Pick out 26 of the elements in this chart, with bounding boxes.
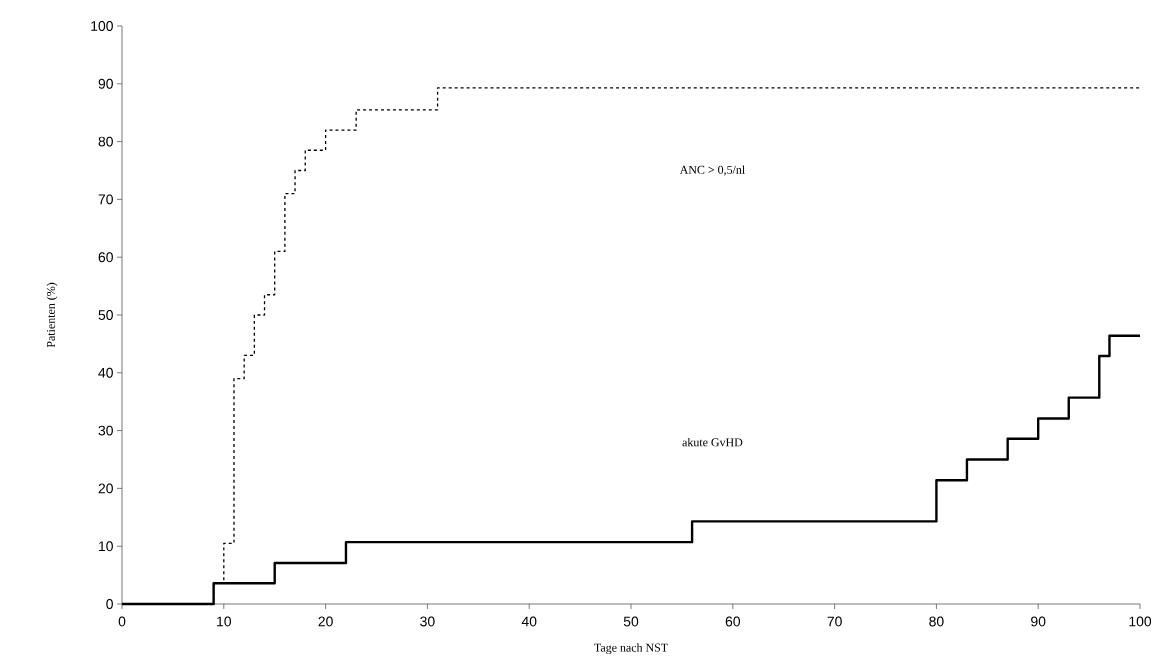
y-tick-label: 0 [106, 598, 113, 609]
x-axis-title: Tage nach NST [594, 643, 668, 654]
y-tick-label: 50 [98, 309, 113, 320]
y-tick-label: 70 [98, 194, 113, 205]
x-tick-label: 90 [1031, 616, 1046, 627]
y-tick-label: 30 [98, 425, 113, 436]
x-tick-label: 0 [118, 616, 126, 627]
x-tick-label: 30 [420, 616, 435, 627]
y-tick-label: 10 [99, 541, 113, 551]
y-tick-label: 80 [98, 136, 113, 147]
y-tick-label: 60 [98, 252, 113, 262]
y-tick-label: 100 [91, 20, 113, 31]
annotation: akute GvHD [682, 437, 743, 447]
y-tick-label: 40 [98, 367, 113, 378]
x-tick-label: 40 [521, 616, 537, 627]
x-tick-label: 50 [623, 616, 639, 627]
annotation: ANC > 0,5/nl [679, 165, 745, 176]
x-tick-label: 70 [827, 616, 842, 627]
x-tick-label: 20 [318, 616, 333, 627]
x-tick-label: 60 [725, 616, 741, 627]
x-tick-label: 80 [929, 616, 944, 627]
x-tick-label: 100 [1129, 616, 1152, 627]
y-tick-label: 20 [98, 483, 113, 494]
x-tick-label: 10 [217, 616, 232, 627]
y-tick-label: 90 [98, 78, 113, 89]
y-axis-title: Patienten (%) [46, 282, 58, 348]
